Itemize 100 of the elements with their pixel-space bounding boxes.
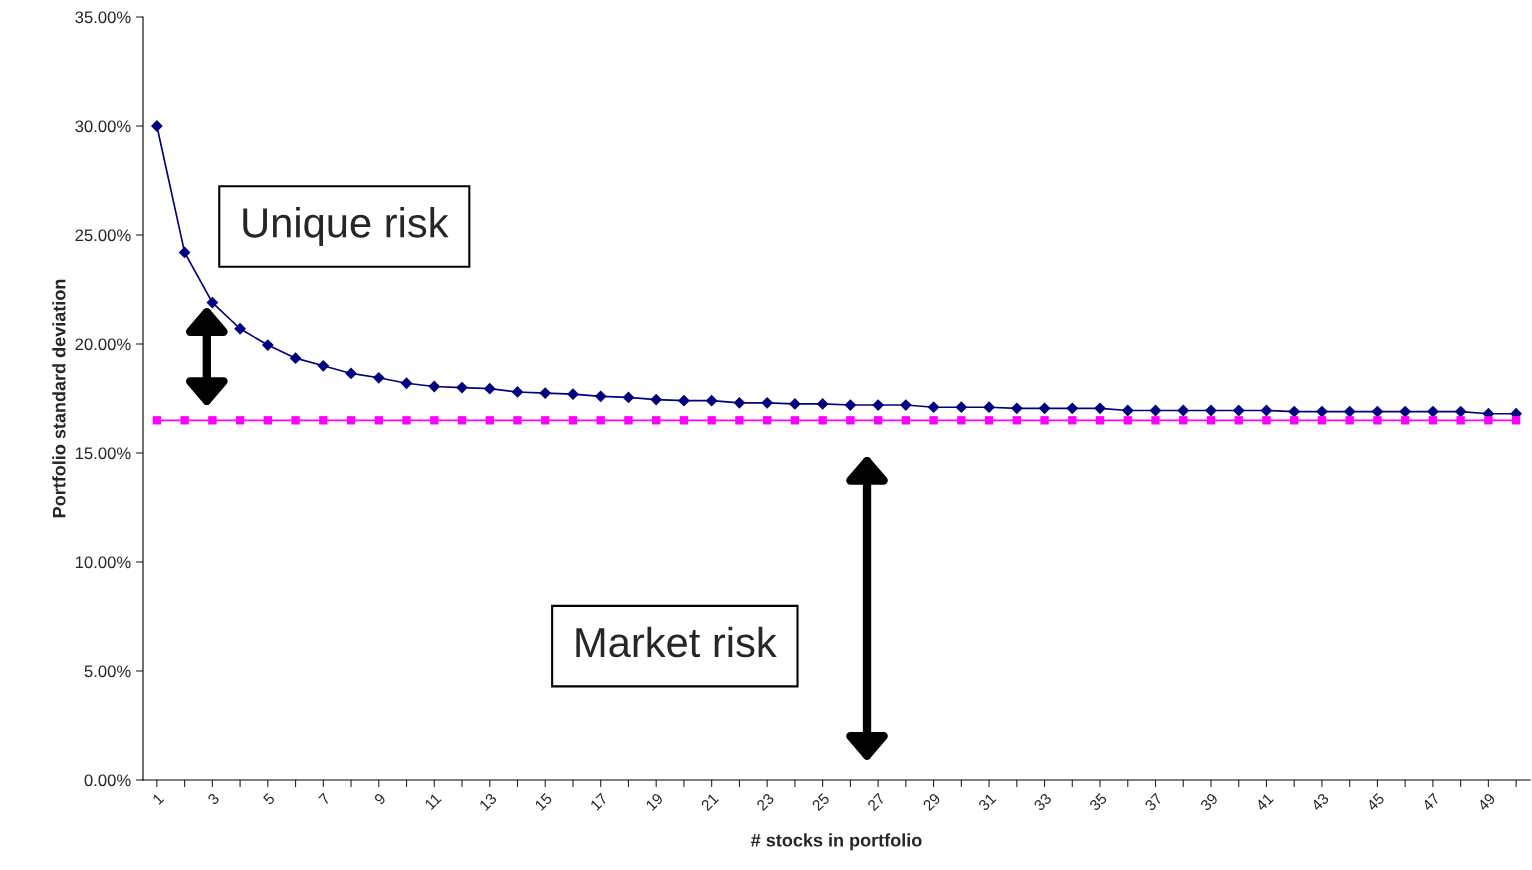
point [150,120,163,132]
point [485,416,494,425]
point [927,401,940,414]
point [596,416,605,425]
point [291,416,300,425]
point [873,416,883,425]
point [317,359,330,372]
point [1095,416,1105,425]
point [541,416,550,425]
point [622,391,635,404]
point [624,416,633,425]
point [901,416,911,425]
point [790,416,800,425]
y-tick-label: 15.00% [75,447,131,460]
point [983,401,995,414]
point [1454,405,1467,418]
point [152,416,162,425]
point [1066,402,1079,415]
point [1511,416,1521,425]
y-tick-label: 0.00% [84,774,131,787]
point [1345,416,1354,425]
point [1401,416,1410,425]
point [372,371,385,384]
point [1316,405,1328,418]
point [899,399,912,411]
x-tick-label: 1 [152,792,165,805]
point [733,396,746,409]
point [1206,416,1216,425]
point [984,416,994,425]
y-tick-label: 5.00% [84,665,131,678]
x-tick-label: 33 [1033,792,1053,812]
point [816,398,829,410]
point [1288,405,1301,418]
x-tick-label: 15 [534,792,553,811]
point [846,416,855,425]
point [1040,416,1049,425]
point [1427,405,1439,418]
point [679,416,689,425]
point [234,322,246,335]
point [483,382,496,395]
point [1179,416,1188,425]
x-tick-label: 7 [318,792,331,806]
point [844,399,857,411]
point [789,398,801,410]
point [345,367,357,380]
x-tick-label: 47 [1421,792,1441,812]
point [513,416,522,425]
point [955,401,968,414]
point [1399,405,1412,418]
point [206,296,219,309]
point [567,388,579,401]
point [1012,416,1021,425]
point [428,380,441,393]
point [261,339,274,351]
point [263,416,272,425]
point [180,416,189,425]
point [208,416,217,425]
x-tick-label: 23 [755,792,775,812]
point [929,416,938,425]
x-tick-label: 41 [1255,792,1274,812]
point [652,416,661,425]
x-tick-label: 25 [811,792,831,812]
point [539,387,552,399]
point [1428,416,1438,425]
point [1177,404,1190,417]
point [1373,416,1382,425]
point [1456,416,1465,425]
point [1094,402,1106,415]
point [457,416,467,425]
point [1038,402,1051,415]
x-tick-label: 5 [262,792,276,806]
point [346,416,356,425]
y-tick-label: 20.00% [75,338,131,351]
y-tick-label: 10.00% [75,556,131,569]
annotation: Market risk [576,626,777,658]
point [456,381,468,394]
point [1010,402,1023,415]
point [678,394,690,407]
x-tick-label: 31 [977,792,997,812]
point [735,416,744,425]
x-tick-label: 9 [373,792,387,806]
point [1234,416,1243,425]
point [430,416,439,425]
point [1068,416,1077,425]
point [1371,405,1384,418]
x-tick-label: 37 [1144,792,1163,812]
point [1151,416,1160,425]
x-tick-label: 35 [1088,792,1108,812]
point [761,396,774,409]
x-tick-label: 27 [866,792,886,812]
x-tick-label: 43 [1310,792,1330,812]
point [1232,404,1245,417]
point [374,416,383,425]
point [402,416,411,425]
point [762,416,772,425]
point [319,416,328,425]
point [235,416,245,425]
x-tick-label: 13 [478,792,498,811]
x-tick-label: 11 [424,792,442,811]
point [1317,416,1327,425]
